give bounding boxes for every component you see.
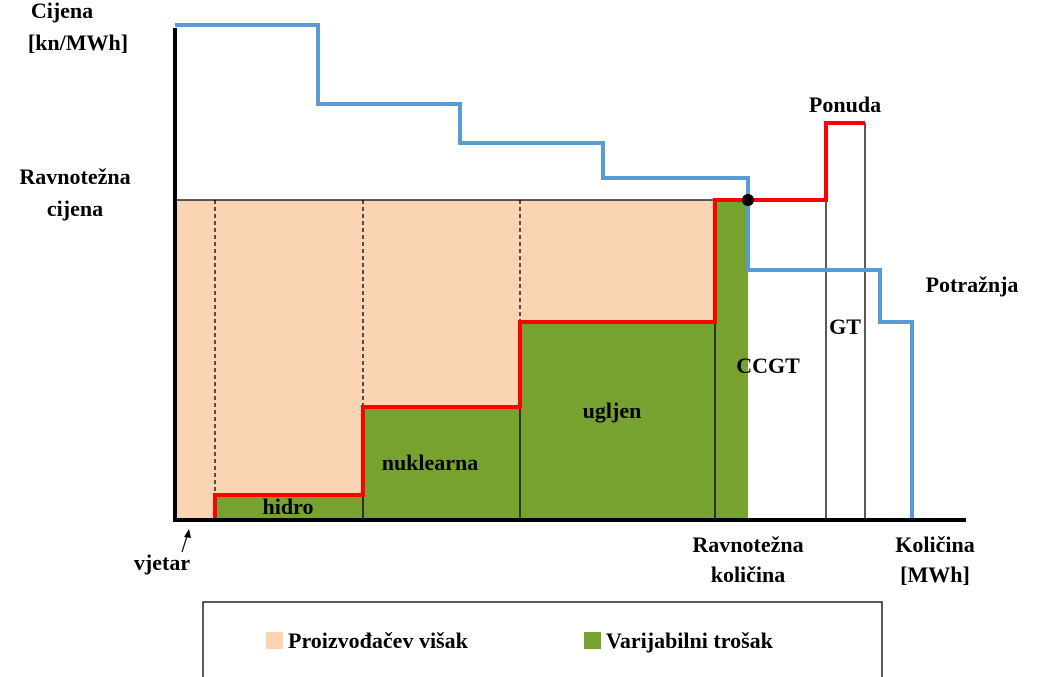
equilibrium-quantity-label: količina [711,562,786,587]
legend-label: Varijabilni trošak [606,628,774,653]
supply-label: Ponuda [809,92,881,117]
equilibrium-price-label: cijena [47,196,103,221]
nuclear-cost [363,407,520,520]
legend-swatch [584,632,601,649]
equilibrium-quantity-label: Ravnotežna [692,532,803,557]
x-axis-label: [MWh] [900,562,970,587]
demand-curve [175,23,914,520]
plant-label: nuklearna [382,450,479,475]
legend-label: Proizvođačev višak [288,628,469,653]
hydro-cost [215,495,363,520]
plant-label: CCGT [736,353,800,378]
equilibrium-point [742,194,754,206]
equilibrium-price-label: Ravnotežna [19,164,130,189]
y-axis-label: Cijena [31,0,93,23]
plant-label: vjetar [134,550,190,575]
ccgt-cost [715,200,748,520]
wind-arrow-head [184,529,191,538]
demand-label: Potražnja [926,272,1019,297]
plant-label: ugljen [583,398,642,423]
y-axis-label: [kn/MWh] [28,30,128,55]
plant-label: GT [829,314,861,339]
legend-box [202,601,883,677]
x-axis-label: Količina [895,532,974,557]
coal-cost [520,322,715,520]
variable-cost-areas [215,200,748,520]
legend-swatch [266,632,283,649]
supply-curve [175,121,865,522]
plant-label: hidro [263,494,314,519]
